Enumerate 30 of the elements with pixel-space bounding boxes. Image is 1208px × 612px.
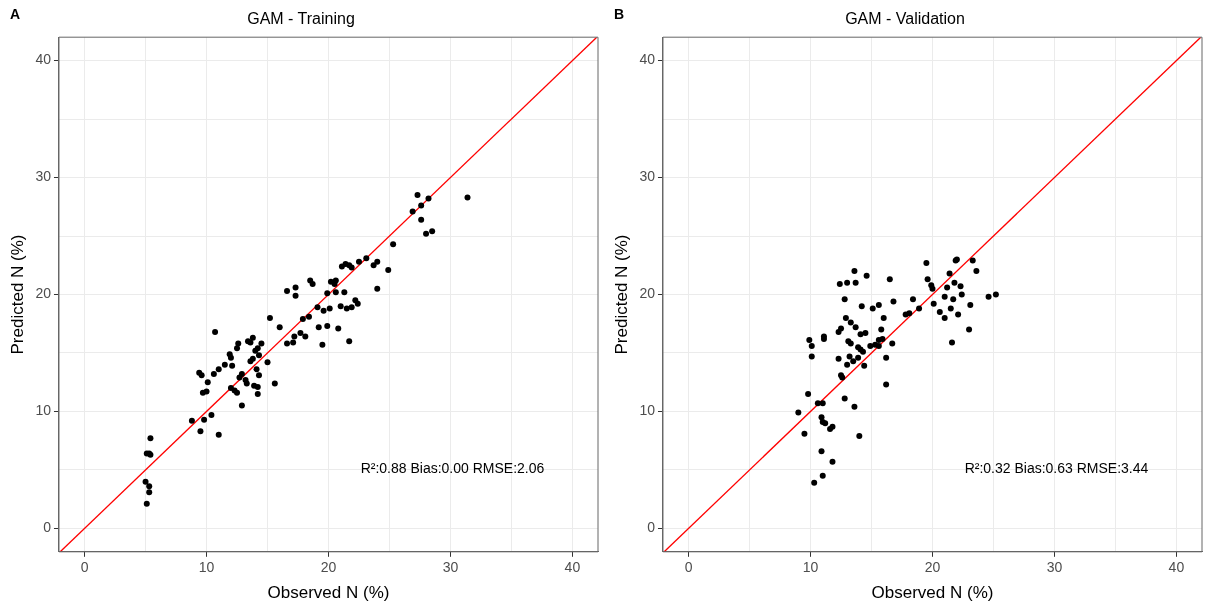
chart-title: GAM - Training	[247, 10, 355, 28]
y-tick-label: 0	[43, 519, 52, 536]
annotation: R²:0.32 Bias:0.63 RMSE:3.44	[964, 460, 1149, 477]
x-tick-label: 20	[320, 559, 337, 576]
y-tick-label: 10	[35, 402, 52, 419]
y-tick-label: 30	[35, 168, 52, 185]
x-axis-title: Observed N (%)	[267, 583, 390, 603]
x-tick-label: 10	[802, 559, 819, 576]
x-tick-label: 40	[1168, 559, 1185, 576]
x-tick-label: 20	[924, 559, 941, 576]
y-tick-label: 40	[639, 51, 656, 68]
x-axis-title: Observed N (%)	[871, 583, 994, 603]
x-tick-label: 30	[442, 559, 459, 576]
x-tick-label: 0	[80, 559, 89, 576]
x-tick-label: 10	[198, 559, 215, 576]
y-axis-title: Predicted N (%)	[7, 234, 27, 355]
y-tick-label: 10	[639, 402, 656, 419]
text: A	[10, 5, 21, 22]
y-tick-label: 40	[35, 51, 52, 68]
text: B	[614, 5, 625, 22]
chart-title: GAM - Validation	[845, 10, 965, 28]
y-tick-label: 0	[647, 519, 656, 536]
x-tick-label: 40	[564, 559, 581, 576]
x-tick-label: 30	[1046, 559, 1063, 576]
y-tick-label: 20	[35, 285, 52, 302]
y-tick-label: 30	[639, 168, 656, 185]
annotation: R²:0.88 Bias:0.00 RMSE:2.06	[360, 460, 545, 477]
y-tick-label: 20	[639, 285, 656, 302]
y-axis-title: Predicted N (%)	[611, 234, 631, 355]
x-tick-label: 0	[684, 559, 693, 576]
